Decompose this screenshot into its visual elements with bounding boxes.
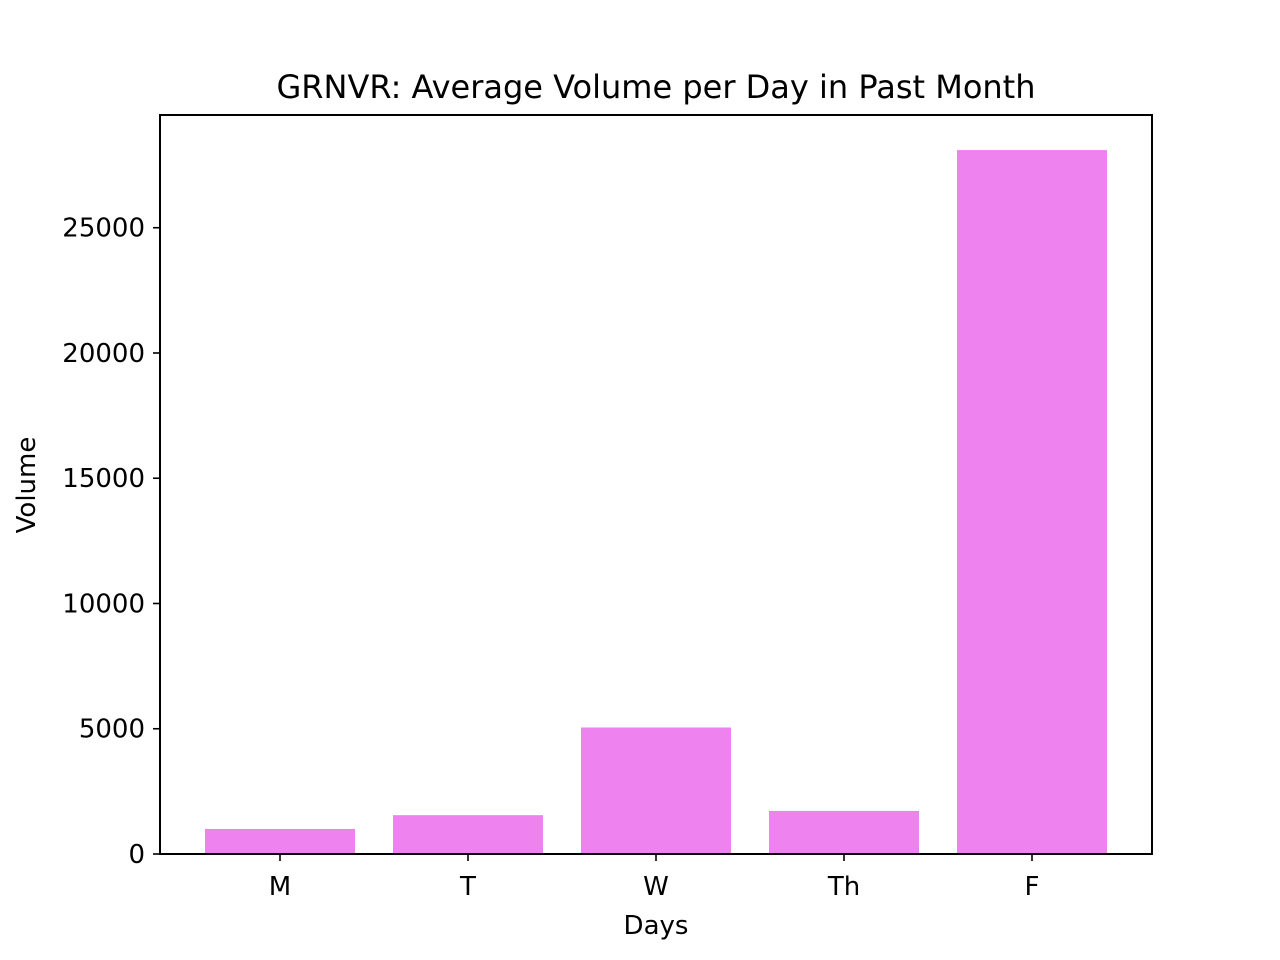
y-axis-label: Volume — [12, 437, 42, 534]
x-tick-label: Th — [827, 872, 860, 902]
y-tick-label: 5000 — [79, 715, 145, 745]
ticks-layer: M T W Th F 0 5000 10000 15000 20000 25000 — [62, 214, 1039, 902]
bar-th — [769, 810, 919, 854]
bar-w — [581, 727, 731, 854]
y-tick-label: 20000 — [62, 339, 145, 369]
chart-title: GRNVR: Average Volume per Day in Past Mo… — [276, 68, 1035, 106]
y-tick-label: 10000 — [62, 589, 145, 619]
x-tick-label: M — [269, 872, 291, 902]
x-tick-label: W — [643, 872, 669, 902]
y-tick-label: 25000 — [62, 214, 145, 244]
bars-layer — [205, 150, 1107, 855]
y-tick-label: 0 — [128, 840, 145, 870]
bar-t — [393, 815, 543, 854]
x-axis-label: Days — [624, 911, 689, 941]
bar-m — [205, 828, 355, 854]
x-tick-label: F — [1025, 872, 1040, 902]
x-tick-label: T — [459, 872, 476, 902]
plot-frame — [159, 114, 1153, 855]
bar-f — [957, 150, 1107, 855]
y-tick-label: 15000 — [62, 464, 145, 494]
